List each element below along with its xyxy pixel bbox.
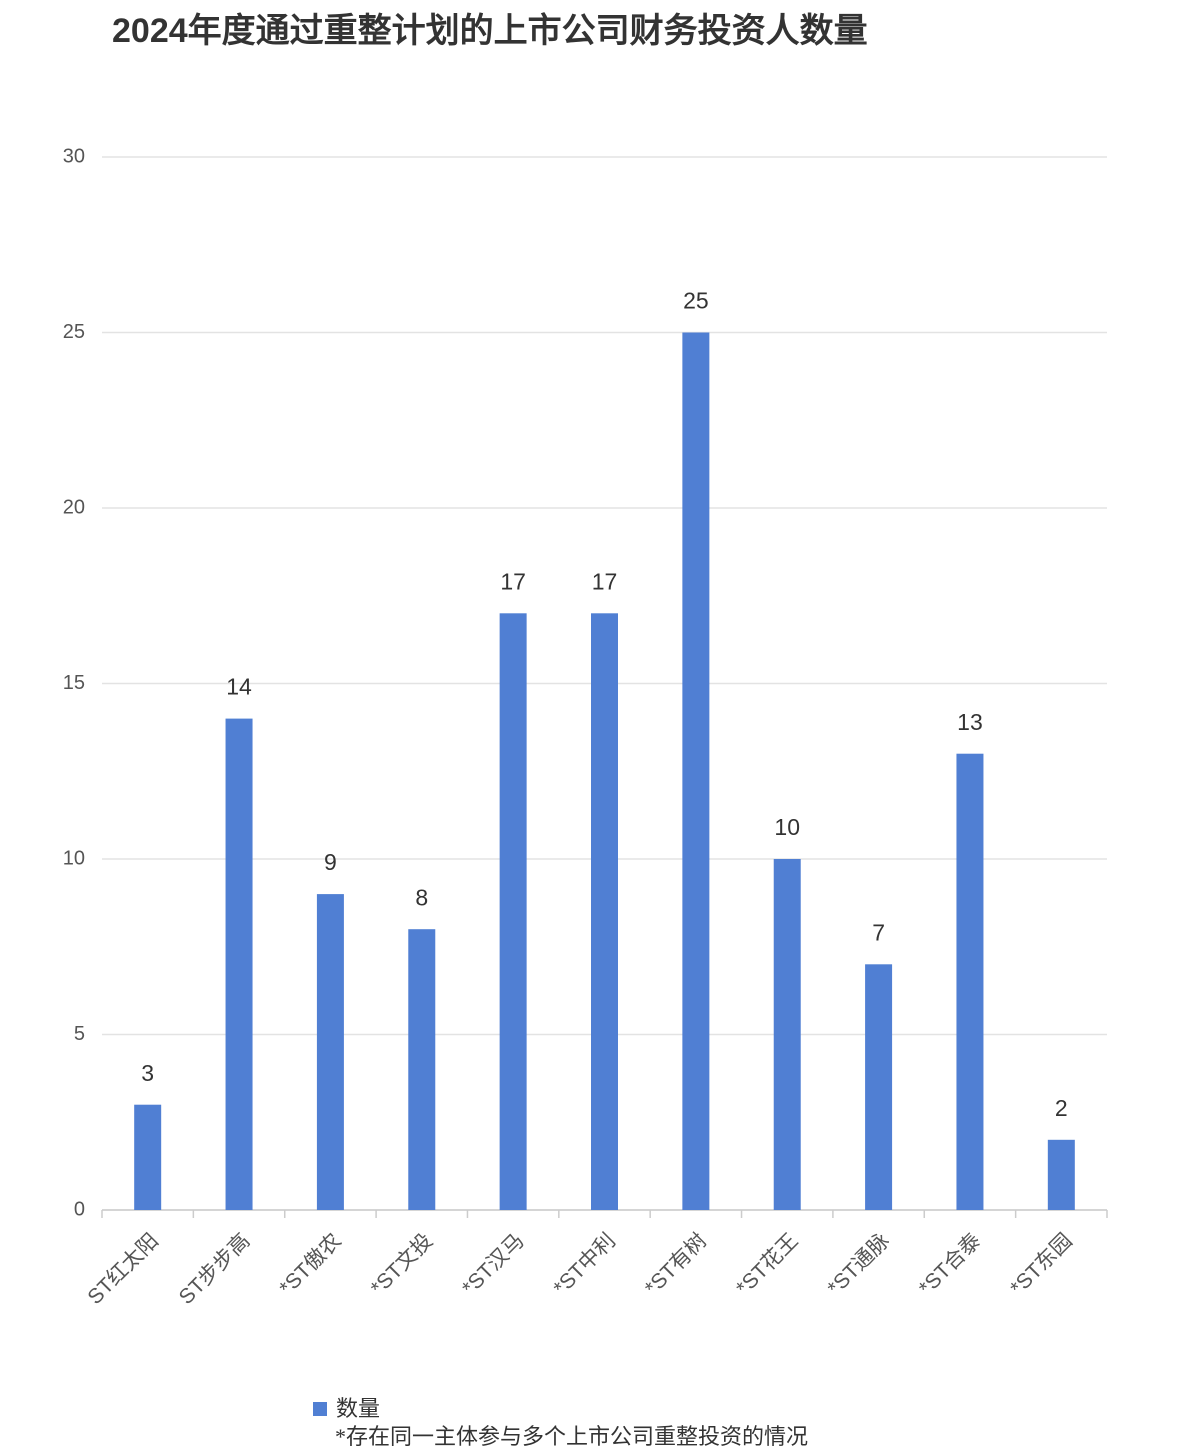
x-tick-label: *ST文投 <box>367 1229 438 1300</box>
x-tick-label: *ST中利 <box>549 1229 620 1300</box>
data-label: 17 <box>592 568 618 594</box>
y-tick-label: 30 <box>63 145 85 167</box>
data-label: 3 <box>141 1060 154 1086</box>
bar <box>316 894 344 1210</box>
footnote: *存在同一主体参与多个上市公司重整投资的情况 <box>335 1424 808 1449</box>
x-tick-label: *ST合泰 <box>915 1229 986 1300</box>
data-label: 13 <box>957 709 983 735</box>
legend-swatch <box>313 1402 327 1416</box>
bar <box>773 859 801 1210</box>
x-tick-label: *ST汉马 <box>458 1229 529 1300</box>
data-label: 2 <box>1055 1095 1068 1121</box>
x-tick-label: *ST花王 <box>732 1229 803 1300</box>
data-label: 7 <box>872 919 885 945</box>
bar <box>1047 1139 1075 1210</box>
bar <box>591 613 618 1210</box>
y-tick-label: 0 <box>74 1198 85 1220</box>
bar <box>225 718 253 1210</box>
y-tick-label: 10 <box>63 847 85 869</box>
data-label: 8 <box>415 884 428 910</box>
y-tick-label: 20 <box>63 496 85 518</box>
bar <box>499 613 527 1210</box>
legend-label: 数量 <box>336 1396 380 1421</box>
chart-title: 2024年度通过重整计划的上市公司财务投资人数量 <box>112 11 868 50</box>
y-tick-label: 25 <box>63 321 85 343</box>
data-label: 17 <box>500 568 526 594</box>
data-label: 25 <box>683 288 709 314</box>
x-tick-label: ST步步高 <box>175 1229 255 1309</box>
x-tick-label: *ST傲农 <box>275 1229 346 1300</box>
bar <box>682 332 710 1210</box>
x-tick-label: *ST有树 <box>641 1229 712 1300</box>
bar <box>408 929 436 1210</box>
data-label: 14 <box>226 674 252 700</box>
bar <box>134 1104 162 1210</box>
data-label: 10 <box>774 814 800 840</box>
y-tick-label: 5 <box>74 1023 85 1045</box>
y-tick-label: 15 <box>63 672 85 694</box>
x-tick-label: *ST东园 <box>1006 1229 1077 1300</box>
x-tick-label: ST红太阳 <box>83 1229 163 1309</box>
bar <box>956 753 984 1210</box>
data-label: 9 <box>324 849 337 875</box>
x-tick-label: *ST通脉 <box>823 1229 894 1300</box>
bar <box>865 964 893 1210</box>
